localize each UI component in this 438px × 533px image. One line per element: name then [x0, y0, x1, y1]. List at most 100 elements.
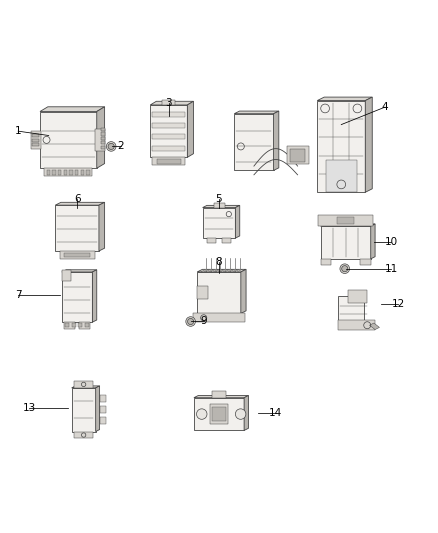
Bar	[64, 169, 67, 175]
Text: 12: 12	[392, 298, 405, 309]
Bar	[150, 105, 187, 157]
Bar	[326, 160, 357, 192]
Bar	[348, 290, 367, 303]
Polygon shape	[215, 269, 223, 272]
Bar	[157, 159, 181, 164]
Bar	[101, 133, 106, 135]
Bar	[162, 100, 175, 105]
Polygon shape	[234, 269, 242, 272]
Polygon shape	[72, 386, 99, 388]
Bar	[321, 259, 332, 265]
Bar	[62, 272, 92, 322]
Bar	[287, 147, 308, 164]
Bar	[101, 128, 106, 131]
Polygon shape	[210, 269, 218, 272]
Polygon shape	[234, 111, 279, 114]
Circle shape	[340, 264, 350, 273]
Bar	[85, 324, 89, 327]
Text: 6: 6	[74, 194, 81, 204]
Bar	[32, 139, 39, 142]
Polygon shape	[370, 323, 379, 329]
Bar	[212, 391, 226, 398]
Text: 1: 1	[15, 126, 21, 136]
Bar	[101, 146, 106, 149]
Bar	[99, 406, 106, 413]
Polygon shape	[371, 224, 375, 259]
Polygon shape	[365, 97, 372, 192]
Bar	[152, 111, 185, 117]
Circle shape	[106, 142, 116, 151]
Polygon shape	[321, 224, 375, 226]
Bar	[99, 395, 106, 402]
Bar	[86, 169, 90, 175]
Bar	[65, 324, 69, 327]
Text: 11: 11	[385, 264, 398, 273]
Bar	[99, 417, 106, 424]
Bar	[44, 168, 92, 176]
Text: 13: 13	[22, 403, 36, 414]
Bar	[203, 207, 235, 238]
Bar	[31, 131, 41, 149]
Bar	[290, 149, 305, 161]
Bar	[207, 238, 216, 244]
Polygon shape	[230, 269, 237, 272]
Bar	[40, 111, 97, 168]
Polygon shape	[150, 101, 194, 105]
Text: 4: 4	[381, 102, 388, 112]
Polygon shape	[220, 269, 228, 272]
Polygon shape	[55, 203, 105, 205]
Bar	[194, 398, 244, 431]
Text: 7: 7	[15, 290, 21, 300]
Bar	[321, 226, 371, 259]
Polygon shape	[205, 269, 213, 272]
Bar	[64, 322, 75, 329]
Polygon shape	[97, 107, 105, 168]
Bar	[222, 238, 231, 244]
Bar	[58, 169, 61, 175]
Bar	[32, 143, 39, 147]
Circle shape	[342, 265, 348, 272]
Text: 3: 3	[166, 98, 172, 108]
Polygon shape	[235, 205, 240, 238]
Bar	[74, 432, 93, 438]
Text: 8: 8	[215, 257, 223, 267]
Bar	[46, 169, 50, 175]
Bar	[193, 313, 245, 322]
Bar	[72, 388, 95, 432]
Polygon shape	[203, 205, 240, 207]
Bar	[74, 381, 93, 388]
Text: 10: 10	[385, 238, 398, 247]
Circle shape	[235, 409, 246, 419]
Bar	[214, 203, 225, 207]
Bar	[152, 157, 185, 165]
Bar	[360, 259, 371, 265]
Circle shape	[187, 318, 194, 325]
Polygon shape	[197, 269, 246, 272]
Bar	[69, 169, 73, 175]
Text: 9: 9	[201, 316, 207, 326]
Bar	[72, 324, 76, 327]
Bar	[81, 169, 84, 175]
Bar	[152, 146, 185, 151]
Polygon shape	[241, 269, 246, 313]
Polygon shape	[338, 320, 375, 329]
Bar	[152, 123, 185, 128]
Text: 5: 5	[215, 194, 223, 204]
Bar	[318, 215, 373, 226]
Bar	[75, 169, 78, 175]
Bar	[55, 205, 99, 251]
Polygon shape	[187, 101, 194, 157]
Polygon shape	[225, 269, 233, 272]
Circle shape	[108, 143, 114, 149]
Polygon shape	[274, 111, 279, 171]
Polygon shape	[201, 269, 208, 272]
Polygon shape	[244, 395, 248, 431]
Bar	[197, 286, 208, 299]
Polygon shape	[62, 270, 97, 272]
Bar	[210, 404, 228, 424]
Bar	[152, 134, 185, 140]
Bar	[338, 295, 364, 325]
Bar	[337, 217, 354, 224]
Bar	[317, 101, 365, 192]
Bar	[95, 129, 106, 151]
